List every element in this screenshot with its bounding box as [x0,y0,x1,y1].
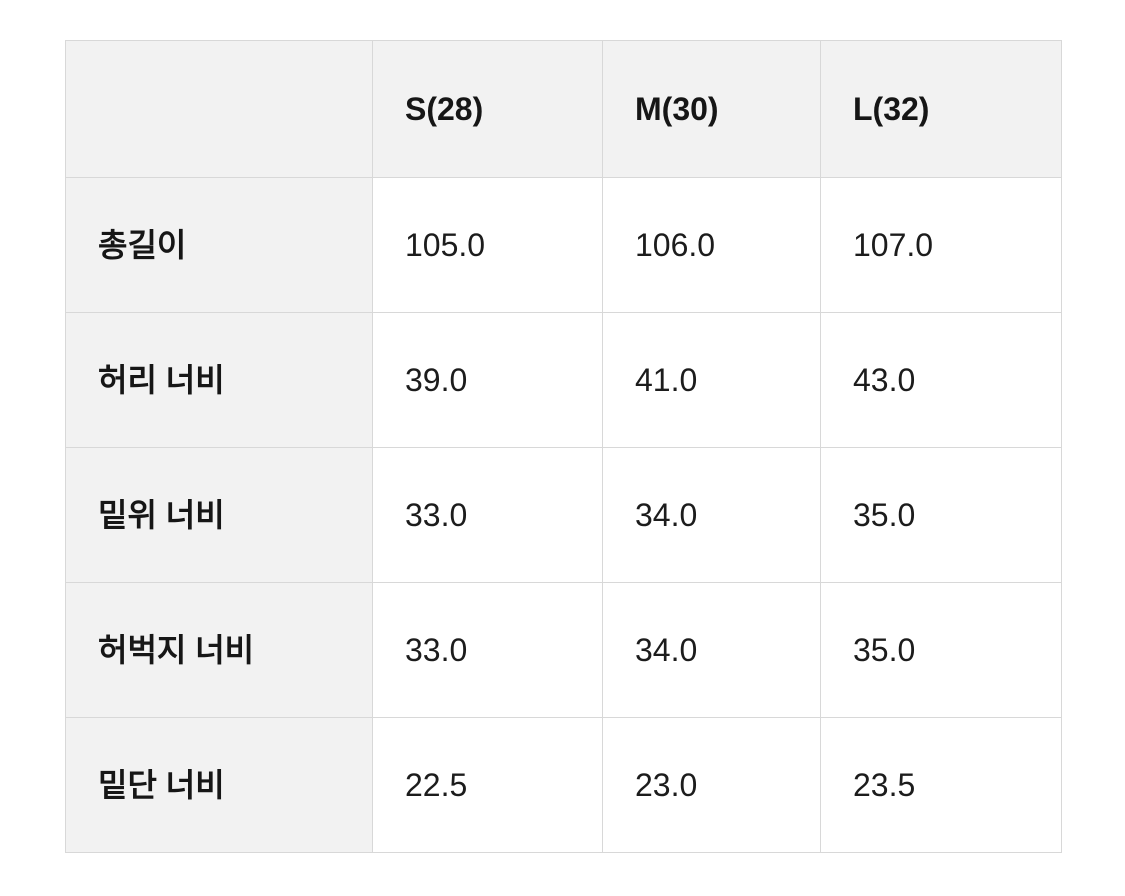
table-row-total-length: 총길이 105.0 106.0 107.0 [65,177,1062,313]
size-value-cell: 35.0 [820,447,1062,583]
measurement-label: 허벅지 너비 [65,582,373,718]
size-value-cell: 23.5 [820,717,1062,853]
size-value-cell: 43.0 [820,312,1062,448]
size-value-cell: 39.0 [372,312,603,448]
header-row: S(28) M(30) L(32) [65,40,1062,178]
size-value-cell: 41.0 [602,312,821,448]
table-row-thigh-width: 허벅지 너비 33.0 34.0 35.0 [65,582,1062,718]
size-value-cell: 34.0 [602,582,821,718]
size-value-cell: 105.0 [372,177,603,313]
size-chart-table: S(28) M(30) L(32) 총길이 105.0 106.0 107.0 … [65,40,1062,853]
size-value-cell: 22.5 [372,717,603,853]
size-value-cell: 35.0 [820,582,1062,718]
table-row-hem-width: 밑단 너비 22.5 23.0 23.5 [65,717,1062,853]
size-value-cell: 106.0 [602,177,821,313]
table-row-waist-width: 허리 너비 39.0 41.0 43.0 [65,312,1062,448]
column-header-m: M(30) [602,40,821,178]
column-header-s: S(28) [372,40,603,178]
size-value-cell: 34.0 [602,447,821,583]
corner-cell [65,40,373,178]
measurement-label: 허리 너비 [65,312,373,448]
size-value-cell: 107.0 [820,177,1062,313]
measurement-label: 밑위 너비 [65,447,373,583]
table-row-rise-width: 밑위 너비 33.0 34.0 35.0 [65,447,1062,583]
size-value-cell: 23.0 [602,717,821,853]
size-value-cell: 33.0 [372,447,603,583]
size-value-cell: 33.0 [372,582,603,718]
measurement-label: 총길이 [65,177,373,313]
column-header-l: L(32) [820,40,1062,178]
size-table-header: S(28) M(30) L(32) [65,40,1062,178]
measurement-label: 밑단 너비 [65,717,373,853]
size-table-body: 총길이 105.0 106.0 107.0 허리 너비 39.0 41.0 43… [65,177,1062,853]
